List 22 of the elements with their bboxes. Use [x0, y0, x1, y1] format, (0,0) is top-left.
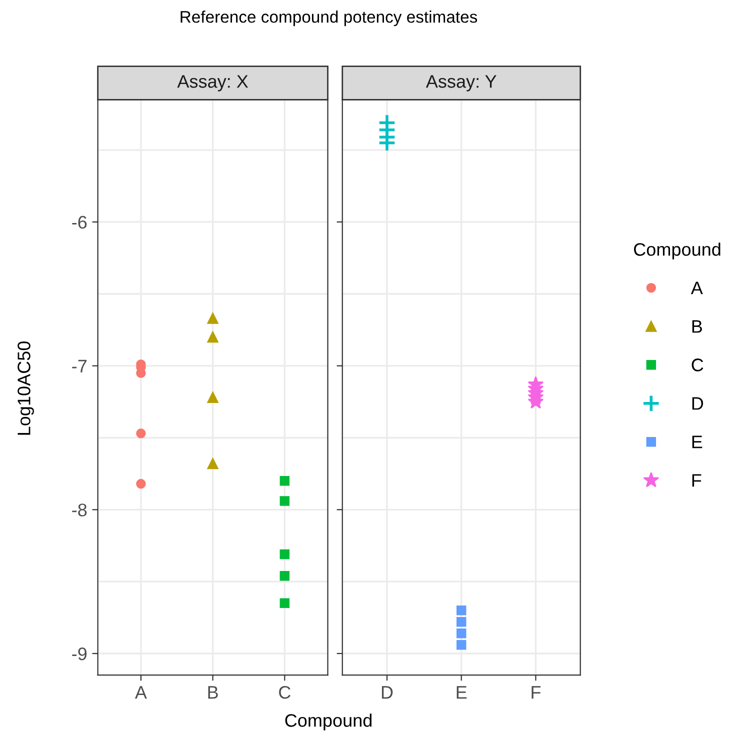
x-tick-label: A — [134, 686, 147, 699]
legend-label: D — [692, 397, 704, 410]
legend-title: Compound — [634, 242, 720, 260]
x-axis-title: Compound — [285, 714, 372, 730]
chart-title: Reference compound potency estimates — [180, 10, 478, 26]
x-tick-label: F — [532, 686, 541, 699]
y-tick-label: -6 — [72, 216, 87, 229]
chart-subtitle: Assay: Y — [426, 75, 496, 92]
chart-subtitle: Assay: X — [177, 75, 248, 92]
legend-label: A — [690, 282, 703, 294]
x-tick-label: B — [208, 686, 218, 699]
y-tick-label: -8 — [72, 504, 87, 516]
legend-label: F — [692, 474, 702, 487]
y-tick-label: -9 — [72, 647, 87, 660]
x-tick-label: C — [279, 686, 290, 699]
x-tick-label: E — [456, 686, 467, 699]
y-tick-label: -7 — [72, 360, 86, 372]
legend-label: B — [692, 320, 702, 333]
x-tick-label: D — [382, 686, 393, 699]
legend-label: E — [692, 436, 702, 448]
y-axis-title: Log10AC50 — [18, 342, 34, 435]
legend-label: C — [692, 358, 704, 372]
